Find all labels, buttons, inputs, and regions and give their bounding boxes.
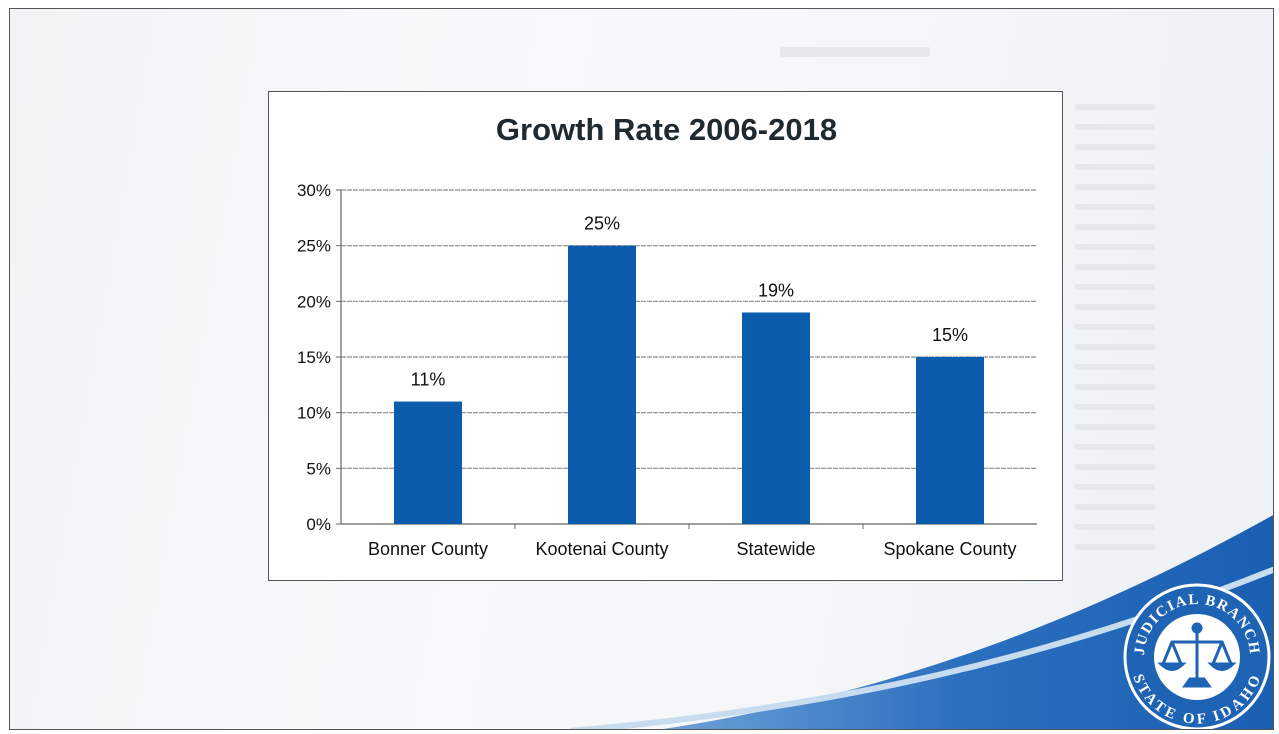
data-label: 25% — [584, 214, 620, 234]
data-label: 19% — [758, 280, 794, 300]
data-label: 11% — [411, 370, 446, 390]
y-tick-label: 20% — [297, 292, 331, 311]
y-tick-label: 5% — [306, 459, 331, 478]
x-tick-label: Statewide — [736, 539, 815, 559]
judicial-branch-seal: JUDICIAL BRANCH STATE OF IDAHO — [1123, 583, 1271, 729]
y-tick-label: 30% — [297, 181, 331, 200]
chart-container: Growth Rate 2006-2018 0% 5% 10% 15% 20% 25% 30… — [268, 91, 1063, 581]
bar-chart: 0% 5% 10% 15% 20% 25% 30% 11% Bonner County 25% Ko… — [297, 181, 1037, 559]
scales-of-justice-icon — [1157, 622, 1237, 688]
data-label: 15% — [932, 325, 968, 345]
bar — [742, 312, 810, 524]
y-tick-label: 15% — [297, 348, 331, 367]
x-tick-label: Bonner County — [368, 539, 488, 559]
y-tick-label: 0% — [306, 515, 331, 534]
x-tick-label: Kootenai County — [535, 539, 668, 559]
y-tick-label: 10% — [297, 404, 331, 423]
bar — [568, 245, 636, 524]
bar — [916, 357, 984, 524]
x-tick-label: Spokane County — [883, 539, 1016, 559]
bar — [394, 401, 462, 524]
slide: Growth Rate 2006-2018 0% 5% 10% 15% 20% 25% 30… — [9, 8, 1274, 730]
y-tick-label: 25% — [297, 237, 331, 256]
chart-title: Growth Rate 2006-2018 — [495, 112, 838, 147]
